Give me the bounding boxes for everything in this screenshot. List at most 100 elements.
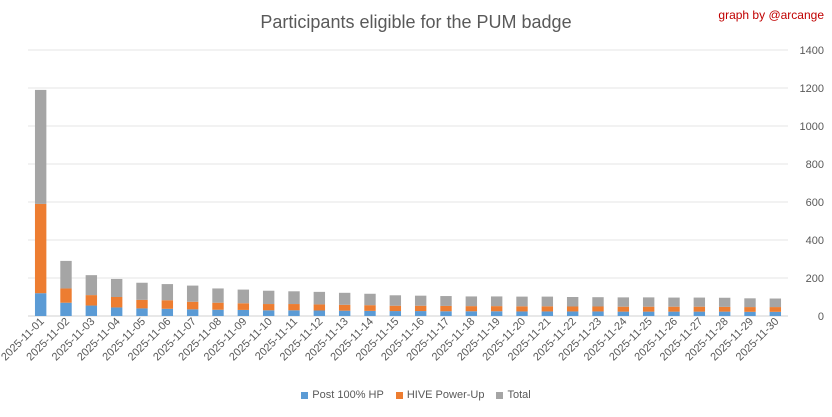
bar-segment bbox=[617, 306, 630, 312]
bar-segment bbox=[642, 297, 655, 307]
bar-segment bbox=[440, 311, 452, 316]
bar-segment bbox=[136, 282, 148, 300]
bar-segment bbox=[389, 311, 402, 316]
bar-segment bbox=[110, 297, 123, 308]
bar-segment bbox=[85, 295, 98, 306]
bar-segment bbox=[718, 311, 731, 316]
bar-segment bbox=[414, 295, 427, 306]
bar-segment bbox=[516, 306, 528, 312]
bar-segment bbox=[490, 306, 503, 312]
y-tick-label: 400 bbox=[806, 235, 824, 247]
y-axis-ticks: 0 200 400 600 800 1000 1200 1400 bbox=[800, 45, 824, 323]
bar-segment bbox=[744, 307, 756, 312]
legend-swatch bbox=[301, 391, 309, 399]
bar-segment bbox=[718, 306, 731, 312]
bar-segment bbox=[186, 285, 199, 302]
bar-segment bbox=[237, 309, 250, 316]
bar-segment bbox=[668, 311, 680, 316]
bar-segment bbox=[541, 311, 554, 316]
bar-segment bbox=[186, 309, 199, 316]
bar-segment bbox=[313, 291, 326, 305]
bar-segment bbox=[262, 310, 275, 316]
bar-segment bbox=[642, 306, 655, 312]
y-tick-label: 600 bbox=[806, 197, 824, 209]
legend-item: Post 100% HP bbox=[301, 389, 384, 401]
y-tick-label: 1200 bbox=[800, 83, 824, 95]
y-tick-label: 0 bbox=[818, 311, 824, 323]
bar-segment bbox=[110, 307, 123, 316]
bar-segment bbox=[212, 302, 224, 310]
bar-segment bbox=[592, 311, 604, 316]
bars bbox=[34, 89, 782, 316]
bar-segment bbox=[668, 306, 680, 312]
bar-segment bbox=[440, 296, 452, 306]
bar-segment bbox=[566, 311, 579, 316]
bar-segment bbox=[110, 278, 123, 297]
bar-segment bbox=[566, 297, 579, 307]
bar-segment bbox=[161, 284, 174, 301]
bar-segment bbox=[136, 299, 148, 309]
bar-segment bbox=[490, 296, 503, 307]
bar-segment bbox=[389, 305, 402, 312]
legend-label: Total bbox=[507, 389, 531, 401]
bar-segment bbox=[186, 301, 199, 310]
bar-segment bbox=[136, 308, 148, 316]
bar-segment bbox=[668, 297, 680, 307]
bar-segment bbox=[338, 304, 351, 311]
bar-segment bbox=[85, 275, 98, 296]
bar-segment bbox=[414, 311, 427, 316]
bar-segment bbox=[338, 292, 351, 305]
bar-segment bbox=[237, 303, 250, 310]
bar-segment bbox=[389, 295, 402, 306]
bar-segment bbox=[288, 291, 300, 305]
bar-segment bbox=[313, 310, 326, 316]
bar-segment bbox=[288, 310, 300, 316]
legend-swatch bbox=[496, 391, 504, 399]
bar-segment bbox=[161, 308, 174, 316]
bar-segment bbox=[364, 305, 376, 311]
legend-item: Total bbox=[496, 389, 531, 401]
bar-segment bbox=[364, 293, 376, 306]
bar-segment bbox=[516, 296, 528, 307]
bar-segment bbox=[541, 306, 554, 312]
bar-segment bbox=[769, 298, 782, 308]
bar-segment bbox=[693, 297, 706, 307]
chart-credit: graph by @arcange bbox=[718, 8, 824, 22]
bar-segment bbox=[288, 304, 300, 311]
y-tick-label: 800 bbox=[806, 159, 824, 171]
bar-segment bbox=[744, 298, 756, 308]
bar-segment bbox=[744, 311, 756, 316]
bar-segment bbox=[34, 89, 47, 204]
bar-segment bbox=[465, 311, 478, 316]
bar-segment bbox=[60, 302, 72, 316]
bar-segment bbox=[769, 311, 782, 316]
bar-segment bbox=[617, 311, 630, 316]
bar-segment bbox=[161, 300, 174, 309]
bar-segment bbox=[414, 305, 427, 312]
bar-segment bbox=[34, 293, 47, 316]
legend-item: HIVE Power-Up bbox=[395, 389, 485, 401]
bar-segment bbox=[642, 311, 655, 316]
bar-segment bbox=[693, 306, 706, 312]
bar-segment bbox=[769, 307, 782, 312]
bar-segment bbox=[313, 304, 326, 311]
bar-segment bbox=[262, 304, 275, 311]
legend-label: Post 100% HP bbox=[312, 389, 384, 401]
x-axis-ticks: 2025-11-012025-11-022025-11-032025-11-04… bbox=[0, 316, 781, 364]
bar-segment bbox=[490, 311, 503, 316]
bar-segment bbox=[592, 297, 604, 307]
bar-segment bbox=[440, 305, 452, 312]
y-tick-label: 1400 bbox=[800, 45, 824, 57]
legend-label: HIVE Power-Up bbox=[406, 389, 485, 401]
bar-segment bbox=[34, 203, 47, 294]
bar-segment bbox=[541, 296, 554, 307]
bar-segment bbox=[566, 306, 579, 312]
chart-title: Participants eligible for the PUM badge bbox=[260, 12, 572, 32]
bar-segment bbox=[718, 297, 731, 307]
bar-segment bbox=[60, 260, 72, 289]
legend-swatch bbox=[395, 391, 403, 399]
gridlines bbox=[28, 49, 788, 317]
legend: Post 100% HP HIVE Power-Up Total bbox=[0, 389, 832, 402]
bar-segment bbox=[85, 305, 98, 316]
